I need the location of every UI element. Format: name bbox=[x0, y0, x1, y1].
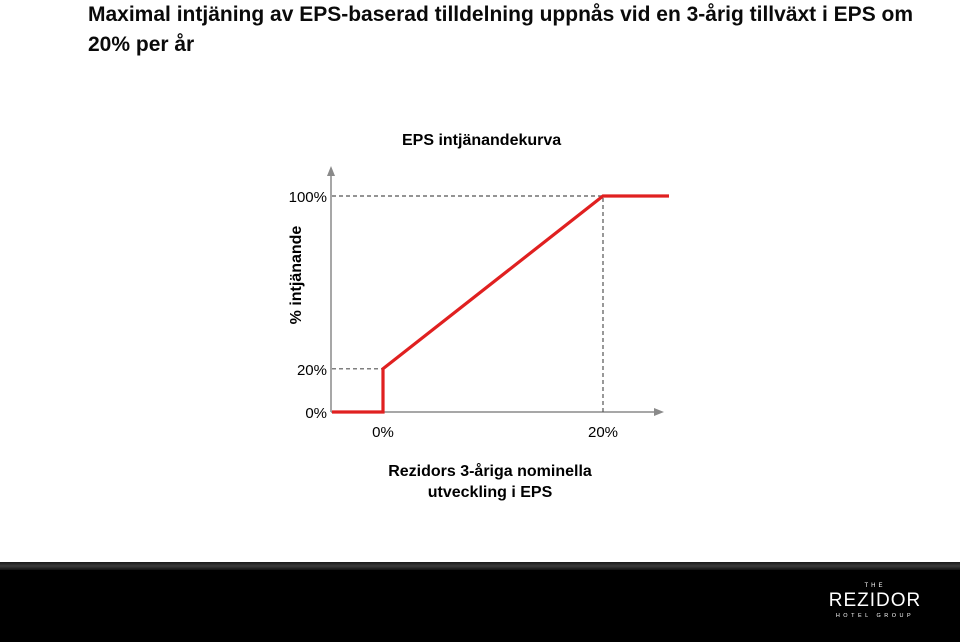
footer-bar: THE REZIDOR HOTEL GROUP bbox=[0, 562, 960, 642]
y-tick-label-2: 100% bbox=[289, 189, 327, 206]
vesting-curve-series-0 bbox=[332, 194, 669, 414]
slide-title: Maximal intjäning av EPS-baserad tilldel… bbox=[88, 3, 914, 56]
y-tick-label-1: 20% bbox=[297, 362, 327, 379]
rezidor-logo: THE REZIDOR HOTEL GROUP bbox=[820, 582, 930, 621]
x-axis-label: Rezidors 3-åriga nominella utveckling i … bbox=[388, 463, 592, 501]
x-tick-label-0: 0% bbox=[372, 424, 394, 441]
logo-sub-text: HOTEL GROUP bbox=[835, 613, 915, 619]
logo-the-text: THE bbox=[864, 583, 886, 589]
footer-rule bbox=[0, 562, 960, 570]
y-tick-label-0: 0% bbox=[305, 405, 327, 422]
x-tick-label-1: 20% bbox=[588, 424, 618, 441]
chart-title: EPS intjänandekurva bbox=[402, 132, 562, 149]
y-axis-arrow bbox=[327, 166, 335, 176]
logo-main-text: REZIDOR bbox=[828, 590, 922, 611]
x-axis-arrow bbox=[654, 408, 664, 416]
